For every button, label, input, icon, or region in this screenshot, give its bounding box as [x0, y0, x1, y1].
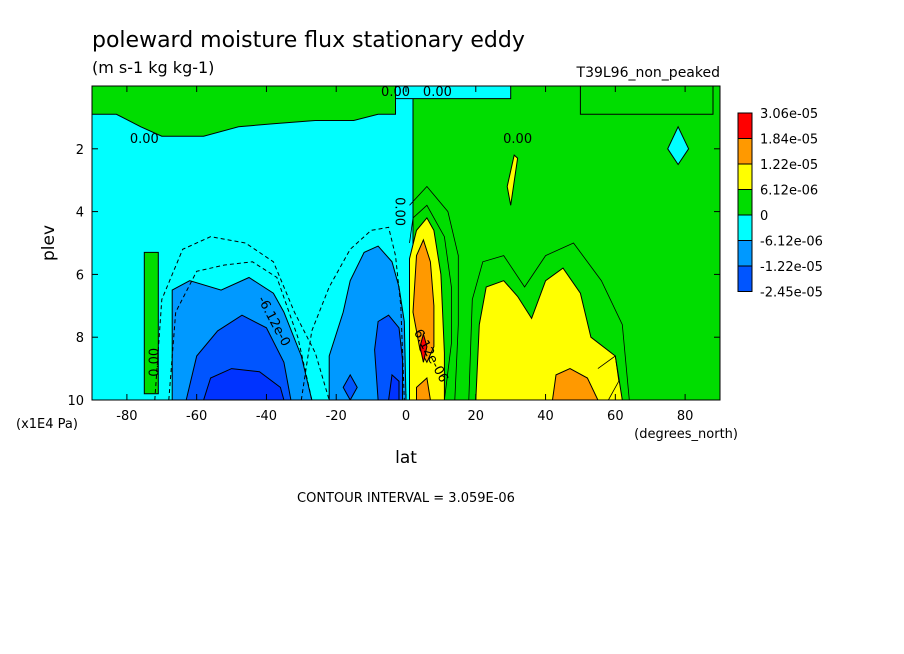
y-axis: 2 4 6 8 10 — [67, 143, 720, 409]
region-mid-blue-2 — [342, 373, 358, 400]
x-axis-units: (degrees_north) — [634, 427, 738, 442]
x-tick-label-1: -60 — [186, 409, 207, 424]
colorbar-label-2: 1.22e-05 — [760, 158, 818, 173]
colorbar-box-4 — [737, 214, 753, 241]
colorbar-label-5: -6.12e-06 — [760, 235, 823, 250]
positive-contour-line-0 — [409, 204, 452, 400]
colorbar-box-2 — [737, 163, 753, 190]
positive-contour-line-1 — [409, 185, 459, 400]
y-tick-label-0: 2 — [76, 143, 84, 158]
contour-interval-note: CONTOUR INTERVAL = 3.059E-06 — [297, 491, 515, 506]
region-orange-2 — [416, 377, 431, 400]
y-tick-label-3: 8 — [76, 331, 84, 346]
positive-contour-line-2 — [468, 242, 630, 400]
colorbar-label-1: 1.84e-05 — [760, 133, 818, 148]
negative-contour-line-1 — [168, 261, 313, 400]
negative-contour-line-0 — [154, 236, 330, 400]
colorbar-label-6: -1.22e-05 — [760, 260, 823, 275]
x-tick-label-0: -80 — [116, 409, 137, 424]
run-label: T39L96_non_peaked — [576, 65, 720, 81]
plot-area — [92, 86, 720, 400]
colorbar-box-0 — [737, 112, 753, 139]
region-cyan-3 — [667, 125, 690, 166]
x-axis-label: lat — [395, 448, 417, 468]
x-tick-label-6: 40 — [537, 409, 554, 424]
region-green-in-cyan-0 — [143, 251, 159, 395]
y-tick-label-2: 6 — [76, 268, 84, 283]
region-dark-blue-1 — [388, 373, 400, 400]
y-tick-label-4: 10 — [67, 394, 84, 409]
colorbar-label-4: 0 — [760, 209, 768, 224]
colorbar-box-5 — [737, 240, 753, 267]
contour-label-2: 0.00 — [130, 132, 159, 147]
colorbar-label-7: -2.45e-05 — [760, 286, 823, 301]
colorbar-label-0: 3.06e-05 — [760, 107, 818, 122]
chart-title: poleward moisture flux stationary eddy — [92, 28, 525, 53]
x-tick-label-4: 0 — [402, 409, 410, 424]
colorbar-box-6 — [737, 265, 753, 292]
region-yellow-2 — [506, 154, 519, 206]
x-tick-label-7: 60 — [607, 409, 624, 424]
y-axis-label: plev — [39, 225, 59, 261]
x-tick-label-5: 20 — [468, 409, 485, 424]
x-axis: -80 -60 -40 -20 0 20 40 60 80 — [116, 86, 693, 424]
contour-label-1: 0.00 — [423, 85, 452, 100]
colorbar-box-1 — [737, 138, 753, 165]
contour-label-0: 0.00 — [381, 85, 410, 100]
y-axis-units: (x1E4 Pa) — [16, 417, 78, 432]
region-green-in-cyan-2 — [579, 86, 714, 115]
contour-label-3: 0.00 — [503, 132, 532, 147]
contour-label-4: 0.00 — [392, 197, 407, 226]
region-red-0 — [419, 332, 428, 363]
x-tick-label-3: -20 — [326, 409, 347, 424]
negative-contour-line-2 — [300, 226, 405, 400]
region-green-in-cyan-1 — [92, 86, 396, 137]
contour-label-5: 0.00 — [147, 348, 162, 377]
colorbar: 3.06e-05 1.84e-05 1.22e-05 6.12e-06 0 -6.12e-… — [737, 107, 823, 301]
region-dark-blue-0 — [203, 368, 285, 400]
chart-units: (m s-1 kg kg-1) — [92, 58, 214, 77]
colorbar-label-3: 6.12e-06 — [760, 184, 818, 199]
x-tick-label-2: -40 — [256, 409, 277, 424]
region-orange-1 — [551, 368, 599, 400]
colorbar-box-3 — [737, 189, 753, 216]
x-tick-label-8: 80 — [677, 409, 694, 424]
positive-contour-line-3 — [597, 355, 620, 400]
y-tick-label-1: 4 — [76, 206, 84, 221]
